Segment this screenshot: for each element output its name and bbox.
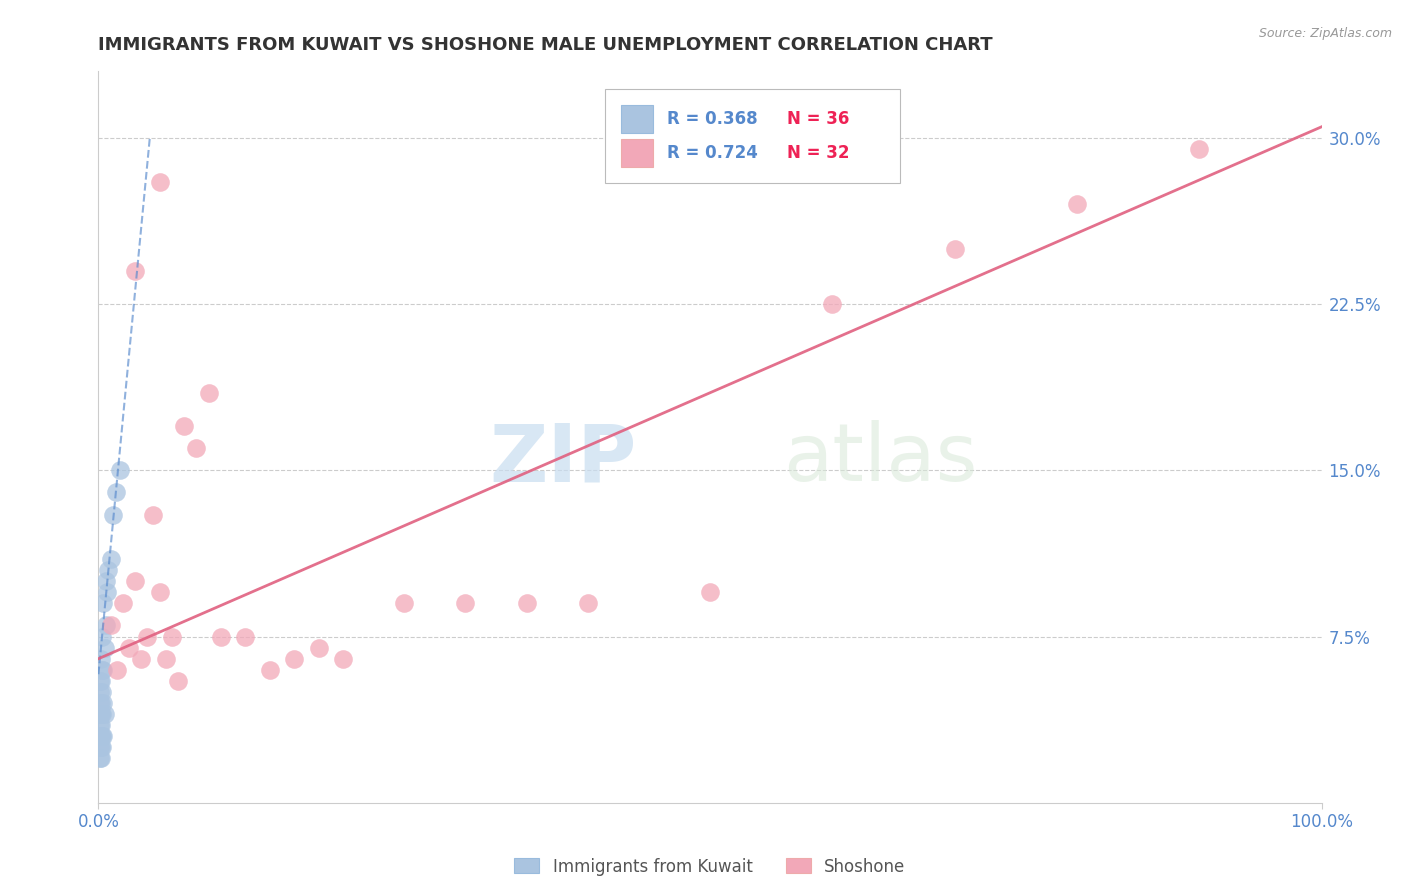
Point (90, 707, 112, 722)
Point (454, 596, 477, 610)
Point (89, 673, 111, 688)
Point (1066, 197, 1088, 211)
Text: ZIP: ZIP (489, 420, 637, 498)
Point (89, 740, 111, 755)
Point (89, 707, 111, 722)
Point (90, 651, 112, 665)
Text: R = 0.368: R = 0.368 (666, 110, 758, 128)
Point (142, 508, 165, 522)
Point (94, 618, 117, 632)
Text: N = 36: N = 36 (787, 110, 849, 128)
Point (90, 718, 112, 732)
Point (94, 574, 117, 589)
Text: R = 0.724: R = 0.724 (666, 144, 758, 161)
Point (283, 651, 305, 665)
Point (515, 596, 537, 610)
Point (89, 696, 111, 710)
Point (100, 552, 122, 566)
Point (100, 618, 122, 632)
Point (308, 640, 330, 655)
FancyBboxPatch shape (621, 105, 654, 133)
Point (136, 630, 159, 644)
Point (91, 596, 114, 610)
Point (89, 751, 111, 765)
Point (91, 696, 114, 710)
Point (129, 651, 152, 665)
Text: Source: ZipAtlas.com: Source: ZipAtlas.com (1258, 27, 1392, 40)
Point (118, 640, 141, 655)
Point (104, 485, 127, 500)
Point (101, 508, 124, 522)
Text: atlas: atlas (783, 420, 977, 498)
Point (90, 673, 112, 688)
Point (90, 696, 112, 710)
Point (167, 673, 190, 688)
Point (91, 685, 114, 699)
Point (149, 175, 172, 189)
Legend: Immigrants from Kuwait, Shoshone: Immigrants from Kuwait, Shoshone (508, 851, 912, 882)
Point (821, 297, 844, 311)
Point (576, 596, 599, 610)
Point (1188, 142, 1211, 156)
Point (91, 707, 114, 722)
Point (173, 419, 195, 434)
Point (105, 663, 128, 677)
Point (97, 563, 120, 577)
Point (259, 663, 281, 677)
Point (110, 463, 132, 477)
Point (233, 630, 256, 644)
Point (91, 630, 114, 644)
Point (89, 718, 111, 732)
Point (160, 630, 183, 644)
Point (124, 264, 146, 278)
Point (209, 630, 232, 644)
Point (197, 385, 219, 400)
Point (90, 740, 112, 755)
Point (91, 729, 114, 743)
Point (699, 585, 721, 599)
Point (90, 729, 112, 743)
Point (90, 751, 112, 765)
Point (91, 740, 114, 755)
Point (124, 574, 146, 589)
Point (943, 242, 966, 256)
Point (91, 663, 114, 677)
Point (149, 585, 172, 599)
Point (89, 729, 111, 743)
Point (96, 585, 118, 599)
Point (93, 707, 115, 722)
Point (93, 640, 115, 655)
Text: N = 32: N = 32 (787, 144, 849, 161)
Point (186, 441, 208, 455)
Point (332, 651, 354, 665)
Point (91, 663, 114, 677)
Point (111, 596, 134, 610)
Point (392, 596, 416, 610)
Point (89, 685, 111, 699)
Text: IMMIGRANTS FROM KUWAIT VS SHOSHONE MALE UNEMPLOYMENT CORRELATION CHART: IMMIGRANTS FROM KUWAIT VS SHOSHONE MALE … (98, 36, 993, 54)
Point (155, 651, 177, 665)
FancyBboxPatch shape (621, 139, 654, 167)
Point (91, 729, 114, 743)
